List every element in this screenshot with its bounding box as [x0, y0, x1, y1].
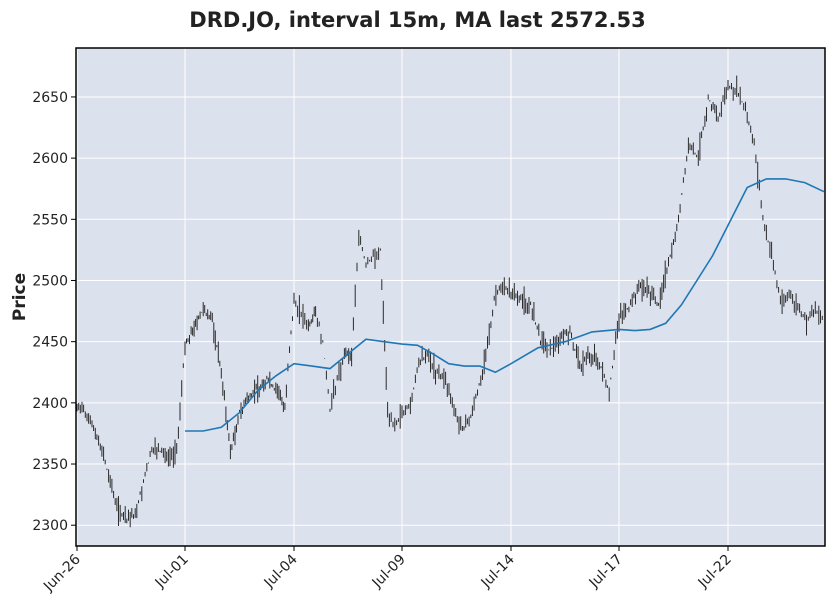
y-tick-label: 2400 — [32, 396, 68, 412]
x-tick-label: Jul-01 — [152, 552, 192, 592]
y-tick-label: 2500 — [32, 273, 68, 289]
x-tick-label: Jul-09 — [369, 552, 409, 592]
x-axis: Jun-26 Jul-01 Jul-04 Jul-09 Jul-14 Jul-17 Jul-… — [40, 546, 735, 595]
y-tick-label: 2350 — [32, 457, 68, 473]
y-tick-label: 2450 — [32, 335, 68, 351]
chart-title: DRD.JO, interval 15m, MA last 2572.53 — [189, 8, 646, 32]
y-axis-label: Price — [10, 273, 30, 321]
y-tick-label: 2600 — [32, 151, 68, 167]
x-tick-label: Jul-17 — [586, 552, 626, 592]
y-tick-label: 2300 — [32, 518, 68, 534]
moving-average-line — [185, 178, 825, 432]
y-tick-label: 2650 — [32, 90, 68, 106]
candle-layer — [76, 75, 823, 528]
x-tick-label: Jul-04 — [261, 551, 301, 591]
x-tick-label: Jul-22 — [695, 552, 735, 592]
x-tick-label: Jul-14 — [478, 551, 518, 591]
x-tick-label: Jun-26 — [40, 551, 84, 595]
plot-area — [76, 48, 825, 546]
plot-frame — [75, 47, 826, 547]
y-tick-label: 2550 — [32, 212, 68, 228]
y-axis: 2300 2350 2400 2450 2500 2550 2600 2650 — [32, 90, 76, 534]
